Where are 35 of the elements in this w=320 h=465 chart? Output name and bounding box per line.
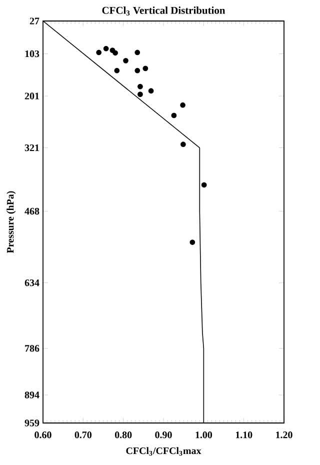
point (103, 46, 109, 52)
x-tick-label: 0.80 (114, 432, 132, 438)
point (134, 68, 140, 74)
x-tick-label: 1.10 (236, 432, 252, 438)
point (148, 88, 154, 94)
y-tick-label: 786 (25, 345, 40, 352)
x-tick-label: 0.90 (155, 432, 172, 438)
point (180, 142, 186, 148)
y-tick-label: 894 (24, 392, 40, 398)
point (123, 58, 128, 64)
x-tick-label: 1.00 (196, 432, 212, 438)
y-tick-label: 103 (25, 50, 40, 58)
y-tick-label: 27 (30, 18, 40, 24)
point (138, 92, 143, 98)
y-tick-label: 321 (24, 144, 39, 152)
point (114, 68, 120, 74)
point (96, 50, 102, 56)
chart-title: CFCl$_{3}$ Vertical Distribution (102, 6, 226, 16)
y-tick-label: 201 (24, 92, 39, 100)
point (112, 50, 118, 56)
x-tick-label: 1.20 (276, 432, 292, 438)
point (180, 102, 186, 108)
x-tick-label: 0.70 (74, 432, 92, 438)
point (138, 84, 143, 90)
point (142, 66, 148, 72)
x-tick-label: 0.60 (34, 432, 52, 438)
point (134, 50, 140, 56)
point (201, 182, 207, 188)
y-tick-label: 959 (24, 420, 40, 426)
y-axis-title: Pressure (hPa) (6, 191, 16, 254)
point (171, 112, 177, 118)
x-axis-title: CFCl$_{3}$/CFCl$_{3}$max (126, 447, 202, 456)
y-tick-label: 634 (24, 279, 40, 286)
point (190, 240, 196, 245)
y-tick-label: 468 (24, 208, 40, 215)
